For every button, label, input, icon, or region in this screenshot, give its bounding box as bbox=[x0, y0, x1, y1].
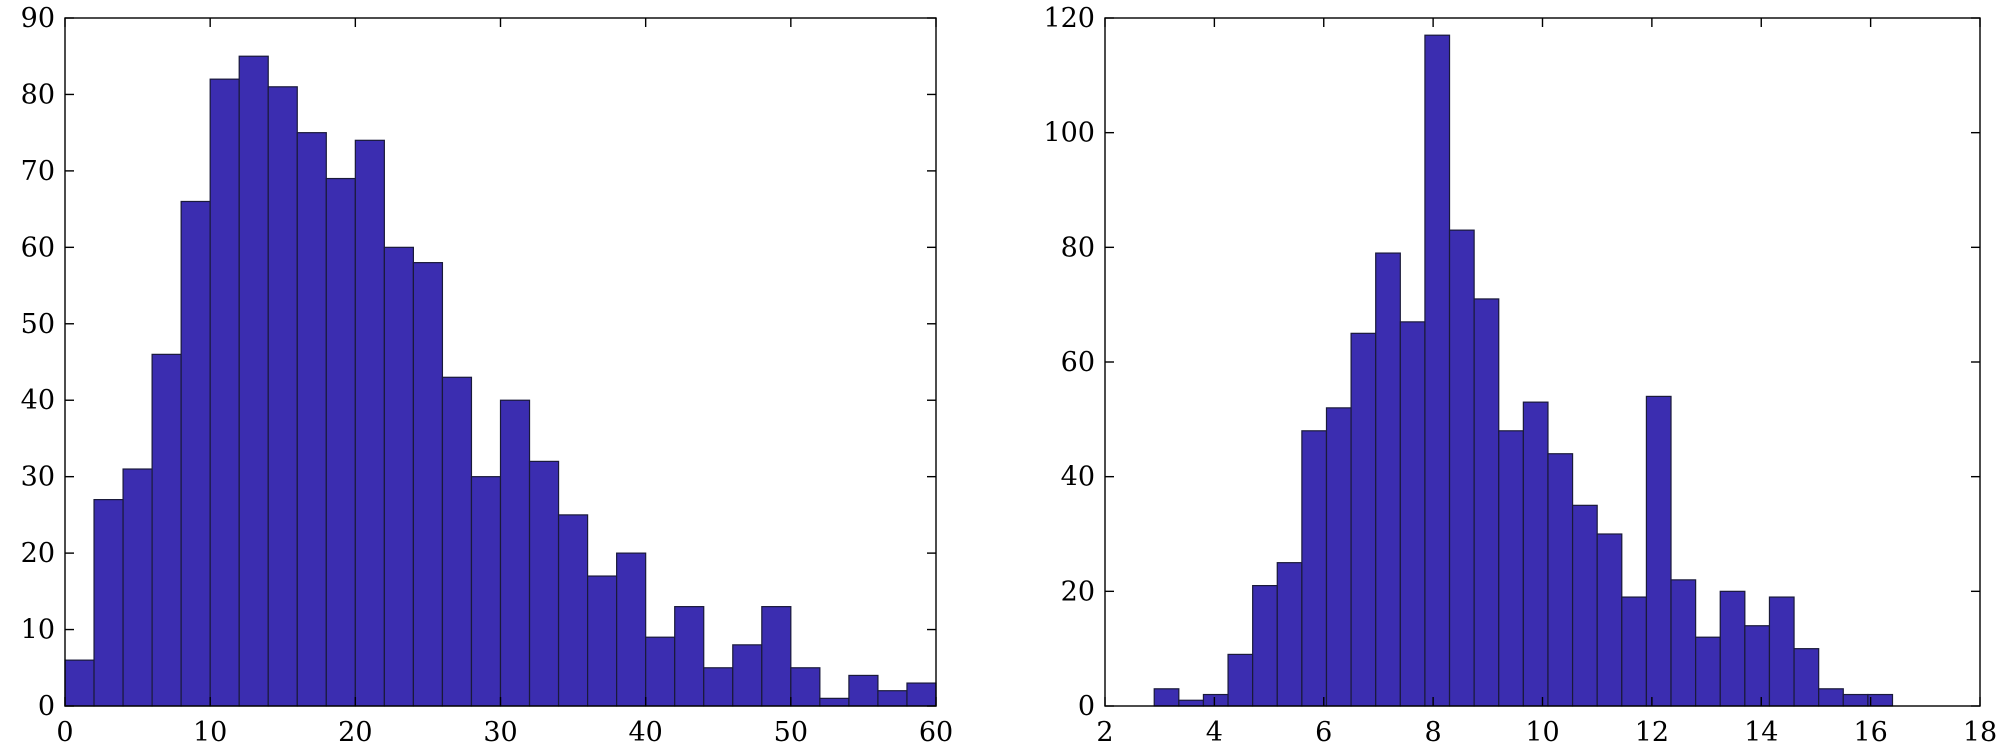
histogram-bar bbox=[1744, 625, 1771, 707]
histogram-bar bbox=[1350, 332, 1377, 707]
x-tick-label: 10 bbox=[1525, 717, 1559, 748]
histogram-bar bbox=[1178, 699, 1205, 707]
histogram-bar bbox=[586, 575, 618, 707]
y-tick-label: 20 bbox=[1061, 576, 1095, 607]
histogram-bar bbox=[1596, 533, 1623, 707]
y-tick-label: 70 bbox=[21, 156, 55, 187]
histogram-bar bbox=[528, 460, 560, 707]
histogram-bar bbox=[616, 552, 647, 707]
histogram-bar bbox=[325, 177, 356, 707]
x-tick-label: 50 bbox=[774, 717, 808, 748]
histogram-bar bbox=[674, 606, 705, 707]
histogram-bar bbox=[1252, 584, 1278, 707]
histogram-bar bbox=[1473, 298, 1500, 707]
y-tick-label: 90 bbox=[21, 3, 55, 34]
histogram-bar bbox=[732, 644, 763, 707]
histogram-bar bbox=[819, 697, 850, 707]
histogram-bar bbox=[1571, 504, 1598, 707]
histogram-bar bbox=[1498, 430, 1524, 707]
histogram-bar bbox=[1399, 321, 1426, 707]
histogram-bar bbox=[557, 514, 589, 707]
histogram-bar bbox=[1768, 596, 1795, 707]
y-tick-label: 20 bbox=[21, 538, 55, 569]
x-tick-label: 4 bbox=[1206, 717, 1223, 748]
x-tick-label: 6 bbox=[1315, 717, 1332, 748]
x-tick-label: 10 bbox=[193, 717, 227, 748]
histogram-bar bbox=[296, 132, 327, 707]
histogram-bar bbox=[238, 55, 269, 707]
histogram-bar bbox=[1227, 653, 1254, 707]
histogram-bar bbox=[180, 200, 211, 707]
x-tick-label: 18 bbox=[1963, 717, 1997, 748]
histogram-bar bbox=[151, 353, 182, 707]
histogram-bar bbox=[354, 139, 385, 707]
histogram-bar bbox=[1695, 636, 1721, 707]
histogram-bar bbox=[1842, 693, 1869, 707]
histogram-bar bbox=[645, 636, 676, 707]
x-tick-label: 0 bbox=[56, 717, 73, 748]
x-tick-label: 40 bbox=[628, 717, 662, 748]
histogram-bar bbox=[267, 86, 298, 707]
histogram-bar bbox=[1375, 252, 1401, 707]
x-tick-label: 14 bbox=[1744, 717, 1778, 748]
y-tick-label: 30 bbox=[21, 462, 55, 493]
histogram-bar bbox=[1448, 229, 1475, 707]
histogram-bar bbox=[1645, 395, 1672, 707]
y-tick-label: 50 bbox=[21, 309, 55, 340]
histogram-bar bbox=[761, 606, 792, 707]
y-tick-label: 60 bbox=[1061, 347, 1095, 378]
histogram-bar bbox=[383, 246, 415, 707]
x-tick-label: 60 bbox=[919, 717, 953, 748]
histogram-bar bbox=[1547, 453, 1574, 707]
histogram-bar bbox=[906, 682, 937, 707]
y-tick-label: 120 bbox=[1043, 3, 1095, 34]
histogram-bar bbox=[1793, 648, 1820, 707]
histogram-bar bbox=[1153, 688, 1180, 707]
y-tick-label: 80 bbox=[21, 79, 55, 110]
histogram-bar bbox=[1818, 688, 1844, 707]
histogram-bar bbox=[1325, 407, 1352, 707]
histogram-bar bbox=[93, 499, 124, 707]
histogram-bar bbox=[790, 667, 821, 707]
histogram-bar bbox=[412, 262, 444, 707]
y-tick-label: 80 bbox=[1061, 232, 1095, 263]
histogram-bar bbox=[122, 468, 153, 707]
histogram-bar bbox=[441, 376, 473, 707]
histogram-bar bbox=[1301, 430, 1328, 707]
histogram-bar bbox=[1276, 562, 1303, 707]
histogram-bar bbox=[1670, 579, 1697, 707]
histogram-bar bbox=[1424, 34, 1451, 707]
histogram-bar bbox=[470, 476, 502, 707]
histogram-bar bbox=[1719, 590, 1746, 707]
right-histogram-panel: 2 4 6 8 10 12 14 16 18 0 20 40 60 80 100 120 bbox=[1043, 3, 1997, 748]
left-histogram-panel: 0 10 20 30 40 50 60 0 10 20 30 40 50 60 70 80 90 bbox=[21, 3, 954, 748]
histogram-bar bbox=[877, 690, 908, 707]
histogram-bar bbox=[64, 659, 95, 707]
y-tick-label: 40 bbox=[1061, 462, 1095, 493]
histogram-bar bbox=[1522, 401, 1549, 707]
x-tick-label: 20 bbox=[338, 717, 372, 748]
y-tick-label: 60 bbox=[21, 232, 55, 263]
y-tick-label: 10 bbox=[21, 615, 55, 646]
histogram-bar bbox=[499, 399, 531, 707]
y-tick-label: 0 bbox=[38, 691, 55, 722]
x-tick-label: 12 bbox=[1635, 717, 1669, 748]
histogram-bar bbox=[703, 667, 734, 707]
histogram-bar bbox=[848, 674, 879, 707]
histogram-bar bbox=[1621, 596, 1648, 707]
histogram-bar bbox=[1867, 693, 1894, 707]
x-tick-label: 16 bbox=[1853, 717, 1887, 748]
x-tick-label: 2 bbox=[1096, 717, 1113, 748]
y-tick-label: 100 bbox=[1043, 118, 1095, 149]
x-tick-label: 8 bbox=[1425, 717, 1442, 748]
y-tick-label: 0 bbox=[1078, 691, 1095, 722]
histogram-bar bbox=[209, 78, 240, 707]
x-tick-label: 30 bbox=[483, 717, 517, 748]
histogram-bar bbox=[1202, 693, 1229, 707]
y-tick-label: 40 bbox=[21, 385, 55, 416]
